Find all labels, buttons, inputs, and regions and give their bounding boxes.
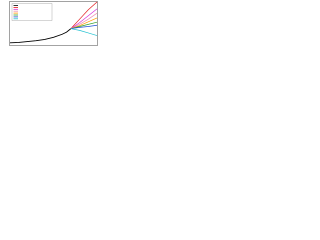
legend-box	[11, 3, 53, 21]
series-line	[70, 28, 98, 36]
series-line	[9, 28, 72, 44]
series-line	[70, 21, 98, 29]
series-line	[70, 24, 98, 30]
series-line	[70, 12, 98, 29]
series-line	[70, 1, 98, 29]
page: {"chart_data": {"type": "line", "x": [0,…	[0, 0, 100, 53]
series-line	[70, 17, 98, 29]
chart	[9, 1, 98, 46]
series-line	[70, 8, 98, 29]
